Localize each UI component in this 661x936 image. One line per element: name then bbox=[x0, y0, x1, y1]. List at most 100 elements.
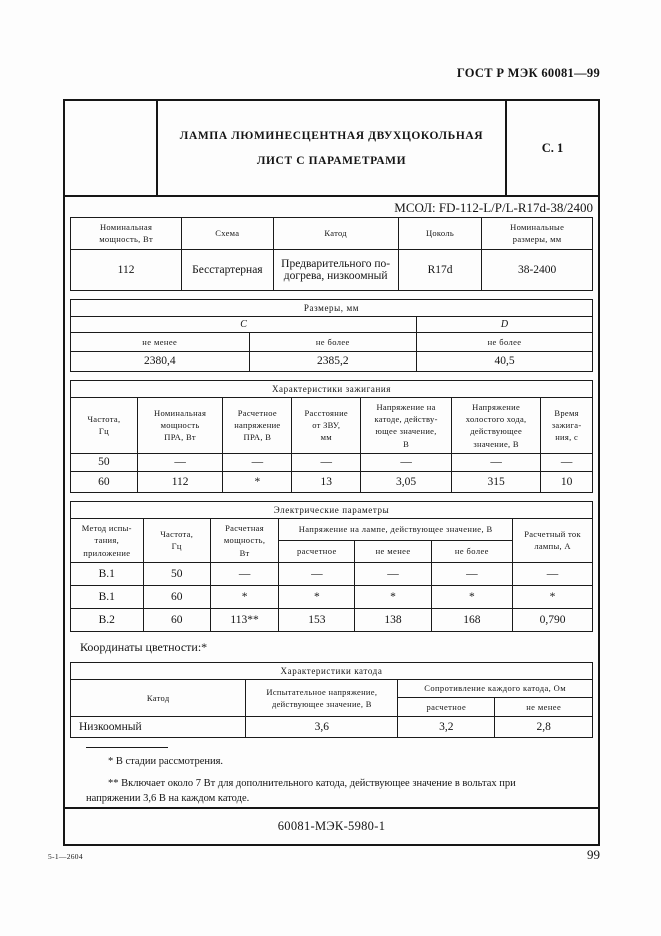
value-cell: 13 bbox=[291, 470, 362, 493]
table-title: Размеры, мм bbox=[70, 298, 593, 317]
value-cell: Низкоомный bbox=[69, 715, 247, 738]
value-cell: 112 bbox=[69, 248, 183, 291]
table-header-row: Метод испы- тания, приложение Частота, Г… bbox=[70, 517, 593, 563]
value-cell: В.1 bbox=[70, 584, 144, 609]
subheader-cell: не более bbox=[416, 331, 593, 352]
value-cell: — bbox=[430, 561, 514, 586]
header-cell: Номинальная мощность ПРА, Вт bbox=[136, 396, 224, 454]
header-cell: Номинальные размеры, мм bbox=[481, 217, 593, 250]
header-group-voltage: Напряжение на лампе, действующее значени… bbox=[278, 517, 514, 541]
value-cell: — bbox=[450, 452, 542, 472]
tables-area: Номинальная мощность, Вт Схема Катод Цок… bbox=[65, 217, 598, 806]
value-cell: 168 bbox=[430, 607, 514, 632]
cathode-table: Характеристики катода Катод Испытательно… bbox=[69, 661, 593, 738]
value-cell: Бесстартерная bbox=[181, 248, 274, 291]
header-cell-test-voltage: Испытательное напряжение, действующее зн… bbox=[245, 678, 399, 717]
table-row: Низкоомный 3,6 3,2 2,8 bbox=[69, 715, 593, 738]
value-cell: — bbox=[360, 452, 452, 472]
value-cell: 112 bbox=[136, 470, 224, 493]
header-cell: Цоколь bbox=[397, 217, 483, 250]
page-number: 99 bbox=[587, 847, 600, 862]
title-left-empty-cell bbox=[65, 101, 158, 195]
table-row: 50 — — — — — — bbox=[70, 452, 593, 472]
value-cell: — bbox=[209, 561, 280, 586]
header-cell: Напряжение холостого хода, действующее з… bbox=[450, 396, 542, 454]
value-cell: 3,05 bbox=[360, 470, 452, 493]
value-cell: * bbox=[430, 584, 514, 609]
table-title-row: Характеристики зажигания bbox=[70, 379, 593, 398]
value-cell: * bbox=[222, 470, 293, 493]
table-title-row: Электрические параметры bbox=[70, 500, 593, 519]
value-cell: 50 bbox=[70, 452, 138, 472]
lamp-designation: МСОЛ: FD-112-L/P/L-R17d-38/2400 bbox=[394, 200, 593, 215]
table-row: В.2 60 113** 153 138 168 0,790 bbox=[70, 607, 593, 632]
header-cell-frequency: Частота, Гц bbox=[142, 517, 211, 563]
value-cell: 0,790 bbox=[512, 607, 593, 632]
value-cell: 2380,4 bbox=[70, 350, 250, 372]
table-subheader-row: расчетное не менее bbox=[71, 696, 593, 717]
value-cell: 138 bbox=[354, 607, 432, 632]
value-cell: 3,2 bbox=[397, 715, 496, 738]
table-row: В.1 50 — — — — — bbox=[70, 561, 593, 586]
value-cell: — bbox=[136, 452, 224, 472]
electrical-table: Электрические параметры Метод испы- тани… bbox=[70, 500, 593, 632]
value-cell: 2,8 bbox=[494, 715, 593, 738]
subheader-cell: расчетное bbox=[278, 539, 356, 563]
value-cell: Предварительного по- догрева, низкоомный bbox=[272, 248, 399, 291]
table-subheader-row: расчетное не менее не более bbox=[71, 539, 593, 563]
value-cell: 3,6 bbox=[245, 715, 399, 738]
value-cell: 315 bbox=[450, 470, 542, 493]
value-cell: В.1 bbox=[70, 561, 144, 586]
value-cell: 60 bbox=[142, 607, 211, 632]
value-cell: 60 bbox=[142, 584, 211, 609]
sheet-number: С. 1 bbox=[505, 101, 598, 195]
sheet-title: ЛАМПА ЛЮМИНЕСЦЕНТНАЯ ДВУХЦОКОЛЬНАЯ ЛИСТ … bbox=[158, 101, 505, 195]
subheader-cell: не менее bbox=[494, 696, 593, 717]
subheader-cell: не менее bbox=[354, 539, 432, 563]
header-cell: Частота, Гц bbox=[70, 396, 138, 454]
table-title: Электрические параметры bbox=[70, 500, 593, 519]
value-cell: * bbox=[354, 584, 432, 609]
table-row: 2380,4 2385,2 40,5 bbox=[70, 350, 593, 372]
subheader-cell: не менее bbox=[70, 331, 250, 352]
footnote-divider bbox=[86, 746, 168, 748]
subheader-cell: расчетное bbox=[397, 696, 496, 717]
lamp-overview-table: Номинальная мощность, Вт Схема Катод Цок… bbox=[69, 217, 593, 291]
header-cell-power: Расчетная мощность, Вт bbox=[209, 517, 280, 563]
header-cell: Номинальная мощность, Вт bbox=[69, 217, 183, 250]
value-cell: 113** bbox=[209, 607, 280, 632]
header-cell: Время зажига- ния, с bbox=[540, 396, 593, 454]
value-cell: 40,5 bbox=[416, 350, 593, 372]
value-cell: 10 bbox=[540, 470, 593, 493]
header-cell-cathode: Катод bbox=[69, 678, 247, 717]
value-cell: — bbox=[512, 561, 593, 586]
table-title-row: Размеры, мм bbox=[70, 298, 593, 317]
print-order-code: 5-1—2604 bbox=[48, 852, 83, 861]
value-cell: — bbox=[278, 561, 356, 586]
subheader-cell: не более bbox=[248, 331, 418, 352]
table-header-row: Номинальная мощность, Вт Схема Катод Цок… bbox=[69, 217, 593, 250]
table-row: 60 112 * 13 3,05 315 10 bbox=[70, 470, 593, 493]
title-block: ЛАМПА ЛЮМИНЕСЦЕНТНАЯ ДВУХЦОКОЛЬНАЯ ЛИСТ … bbox=[65, 101, 598, 197]
table-row: В.1 60 * * * * * bbox=[70, 584, 593, 609]
subheader-cell: не более bbox=[430, 539, 514, 563]
header-cell: Напряжение на катоде, действу- ющее знач… bbox=[360, 396, 452, 454]
value-cell: * bbox=[278, 584, 356, 609]
group-cell-c: С bbox=[69, 315, 418, 333]
value-cell: — bbox=[222, 452, 293, 472]
table-title-row: Характеристики катода bbox=[70, 661, 593, 680]
parameter-sheet-frame: ЛАМПА ЛЮМИНЕСЦЕНТНАЯ ДВУХЦОКОЛЬНАЯ ЛИСТ … bbox=[63, 99, 600, 846]
footnote-double-asterisk: ** Включает около 7 Вт для дополнительно… bbox=[86, 778, 516, 805]
header-cell: Схема bbox=[181, 217, 274, 250]
header-cell-current: Расчетный ток лампы, А bbox=[512, 517, 593, 563]
table-title: Характеристики катода bbox=[70, 661, 593, 680]
chromaticity-coordinates-note: Координаты цветности:* bbox=[80, 639, 208, 654]
header-cell: Катод bbox=[272, 217, 399, 250]
value-cell: 60 bbox=[70, 470, 138, 493]
title-line-1: ЛАМПА ЛЮМИНЕСЦЕНТНАЯ ДВУХЦОКОЛЬНАЯ bbox=[179, 129, 484, 142]
table-title: Характеристики зажигания bbox=[70, 379, 593, 398]
value-cell: — bbox=[291, 452, 362, 472]
dimensions-table: Размеры, мм С D не менее не более не бол… bbox=[69, 298, 593, 372]
value-cell: R17d bbox=[397, 248, 483, 291]
table-subheader-row: не менее не более не более bbox=[70, 331, 593, 352]
